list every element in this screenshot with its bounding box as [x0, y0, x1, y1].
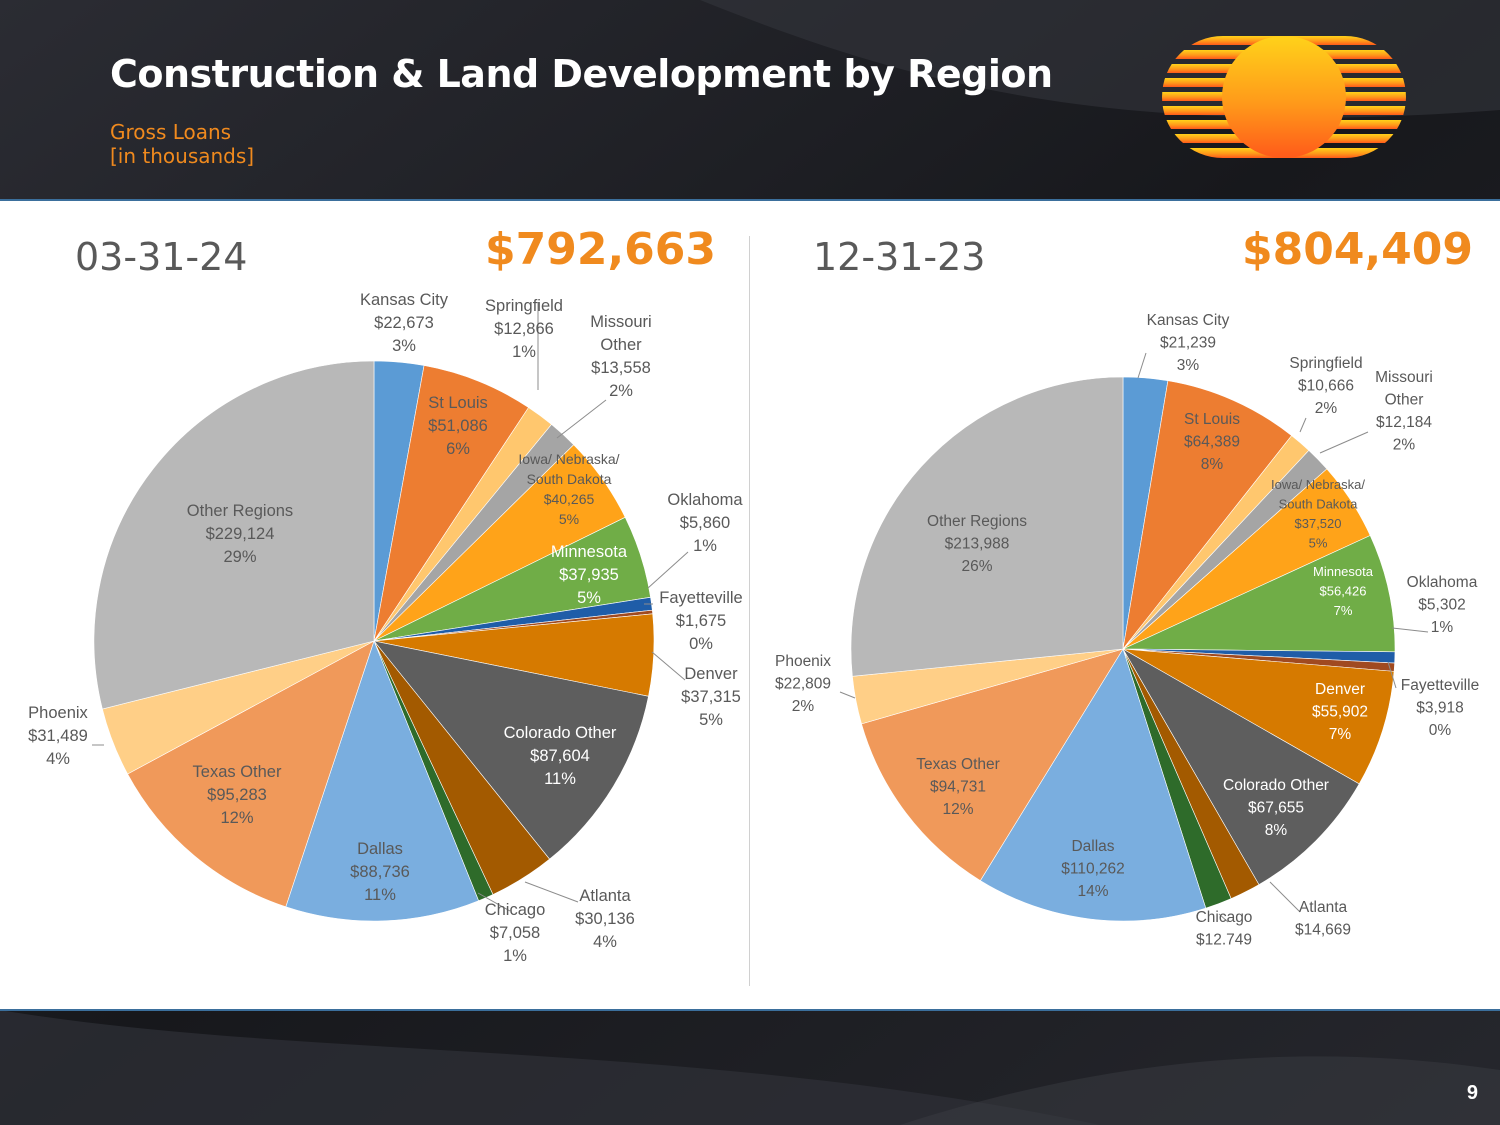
data-label-springfield: Springfield $12,866 1% — [485, 297, 563, 361]
leader-line — [1299, 417, 1307, 433]
leader-line — [1269, 881, 1301, 913]
chart-1-total: $792,663 — [485, 224, 717, 275]
leader-line — [1387, 661, 1397, 689]
data-label-fayetteville: Fayetteville $3,918 0% — [1401, 677, 1479, 739]
pie-slice-st-louis — [1122, 380, 1293, 650]
data-label-texas-other: Texas Other $95,283 12% — [193, 763, 282, 827]
pie-slice-dallas — [979, 648, 1207, 922]
page-number: 9 — [1466, 1082, 1478, 1104]
data-label-missouri-other: Missouri Other $13,558 2% — [590, 313, 651, 400]
data-label-st-louis: St Louis $51,086 6% — [428, 394, 488, 458]
leader-line — [1319, 431, 1369, 454]
pie-slice-colorado-other — [1122, 648, 1360, 886]
data-label-minnesota: Minnesota $37,935 5% — [551, 543, 628, 607]
data-label-kansas-city: Kansas City $21,239 3% — [1147, 312, 1230, 374]
data-label-fayetteville: Fayetteville $1,675 0% — [659, 589, 742, 653]
pie-slice-other-regions — [850, 376, 1124, 677]
data-label-iowa-nebraska-south-dakota: Iowa/ Nebraska/South Dakota $40,265 5% — [518, 451, 619, 527]
data-label-springfield: Springfield $10,666 2% — [1289, 355, 1362, 417]
pie-slice-other-regions — [93, 360, 375, 710]
pie-slice-texas-other — [127, 640, 375, 908]
data-label-minnesota: Minnesota $56,426 7% — [1313, 564, 1374, 618]
data-label-colorado-other: Colorado Other $87,604 11% — [504, 724, 617, 788]
pie-slice-st-louis — [373, 365, 529, 642]
data-label-dallas: Dallas $88,736 11% — [350, 840, 410, 904]
leader-line — [651, 651, 686, 681]
subtitle-line-2: [in thousands] — [110, 144, 255, 168]
data-label-iowa-nebraska-south-dakota: Iowa/ Nebraska/South Dakota $37,520 5% — [1271, 477, 1365, 551]
leader-line — [1137, 352, 1147, 379]
pie-slice-colorado-other — [373, 640, 649, 860]
data-label-st-louis: St Louis $64,389 8% — [1184, 411, 1240, 473]
pie-chart-1: Kansas City $22,673 3% St Louis $51,086 6% Spr… — [28, 291, 743, 965]
data-label-missouri-other: Missouri Other $12,184 2% — [1375, 369, 1433, 454]
data-label-colorado-other: Colorado Other $67,655 8% — [1223, 777, 1329, 839]
leader-line — [556, 399, 607, 439]
data-label-chicago: Chicago $12.749 — [1196, 909, 1253, 949]
data-label-other-regions: Other Regions $229,124 29% — [187, 502, 293, 566]
chart-1-date: 03-31-24 — [75, 235, 248, 279]
data-label-kansas-city: Kansas City $22,673 3% — [360, 291, 449, 355]
data-label-chicago: Chicago $7,058 1% — [485, 901, 546, 965]
data-label-other-regions: Other Regions $213,988 26% — [927, 513, 1027, 575]
data-label-oklahoma: Oklahoma $5,860 1% — [667, 491, 743, 555]
leader-line — [477, 892, 511, 912]
chart-2-date: 12-31-23 — [813, 235, 986, 279]
leader-line — [839, 691, 856, 699]
leader-line — [647, 551, 689, 589]
page-subtitle: Gross Loans [in thousands] — [110, 120, 254, 168]
data-label-denver: Denver $37,315 5% — [681, 665, 741, 729]
leader-line — [1218, 913, 1229, 923]
chart-2-total: $804,409 — [1242, 224, 1474, 275]
pie-slice-minnesota — [1122, 535, 1396, 653]
subtitle-line-1: Gross Loans — [110, 120, 232, 144]
data-label-phoenix: Phoenix $31,489 4% — [28, 704, 88, 768]
data-label-oklahoma: Oklahoma $5,302 1% — [1407, 574, 1478, 636]
pie-chart-2: Kansas City $21,239 3% St Louis $64,389 8% Spr… — [775, 312, 1479, 949]
company-logo — [1162, 36, 1406, 158]
leader-line — [524, 881, 579, 903]
data-label-denver: Denver $55,902 7% — [1312, 681, 1368, 743]
data-label-atlanta: Atlanta $30,136 4% — [575, 887, 635, 951]
page-title: Construction & Land Development by Regio… — [110, 52, 1053, 96]
pie-slice-denver — [1122, 648, 1395, 785]
leader-line — [1391, 627, 1429, 633]
pie-slice-texas-other — [861, 648, 1124, 882]
panel-divider — [749, 236, 750, 986]
pie-slice-dallas — [285, 640, 479, 922]
data-label-dallas: Dallas $110,262 14% — [1061, 838, 1125, 900]
data-label-texas-other: Texas Other $94,731 12% — [916, 756, 1000, 818]
data-label-atlanta: Atlanta $14,669 — [1295, 899, 1351, 939]
data-label-phoenix: Phoenix $22,809 2% — [775, 653, 831, 715]
